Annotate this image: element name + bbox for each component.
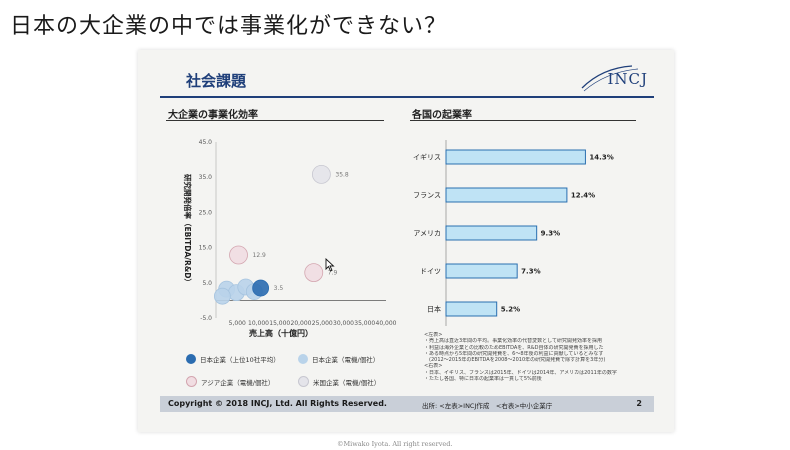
scatter-y-tick: -5.0 bbox=[200, 315, 212, 322]
right-section-title: 各国の起業率 bbox=[412, 110, 472, 121]
scatter-x-tick: 20,000 bbox=[291, 320, 312, 327]
footer-copyright: Copyright © 2018 INCJ, Ltd. All Rights R… bbox=[168, 399, 387, 408]
note-line: ・売上高は直近3年間の平均。事業化効率の代替変数として研究開発効率を採用 bbox=[424, 338, 603, 345]
legend-item-japan-top10: 日本企業（上位10社平均） bbox=[186, 354, 280, 364]
slide: 社会課題 INCJ 大企業の事業化効率 各国の起業率 45.0 35.0 25.0 1… bbox=[138, 50, 674, 432]
scatter-y-tick: 25.0 bbox=[199, 209, 213, 216]
page-title: 日本の大企業の中では事業化ができない？ bbox=[10, 14, 448, 39]
bar bbox=[445, 263, 518, 279]
slide-header-title: 社会課題 bbox=[186, 72, 247, 90]
scatter-point bbox=[304, 263, 324, 282]
bar-category-label: イギリス bbox=[413, 154, 441, 162]
legend-item-us: 米国企業（電機/個社） bbox=[298, 376, 380, 387]
legend-label: 日本企業（上位10社平均） bbox=[200, 356, 280, 364]
scatter-point-label: 35.8 bbox=[335, 171, 349, 178]
bar bbox=[445, 187, 568, 203]
legend-dot-japan-top10 bbox=[186, 354, 196, 364]
scatter-y-tick: 5.0 bbox=[202, 280, 212, 287]
bar bbox=[445, 225, 538, 241]
note-line: ・利益は海外企業との比較のためEBITDAを、R&D自体の研究開発費を採用した bbox=[424, 344, 604, 351]
bar-value-label: 9.3% bbox=[541, 230, 560, 238]
chart-notes: <左表> ・売上高は直近3年間の平均。事業化効率の代替変数として研究開発効率を採… bbox=[424, 332, 634, 382]
legend-label: アジア企業（電機/個社） bbox=[201, 378, 275, 387]
left-section-title: 大企業の事業化効率 bbox=[168, 110, 258, 121]
incj-logo-swoosh-icon bbox=[581, 65, 639, 92]
scatter-y-label: 研究開発倍率（EBITDA/R&D） bbox=[183, 174, 193, 286]
bar-value-label: 7.3% bbox=[521, 268, 540, 276]
bar-value-label: 12.4% bbox=[571, 192, 595, 200]
note-line: <左表> bbox=[424, 332, 443, 338]
right-section-divider bbox=[410, 120, 636, 121]
scatter-y-tick: 45.0 bbox=[199, 139, 213, 146]
legend-label: 米国企業（電機/個社） bbox=[313, 378, 381, 387]
scatter-point bbox=[213, 287, 231, 305]
legend-dot-us bbox=[298, 376, 309, 387]
mouse-pointer-icon bbox=[325, 258, 335, 272]
scatter-x-tick: 5,000 bbox=[229, 320, 246, 327]
bar-value-label: 14.3% bbox=[589, 154, 613, 162]
page-number: 2 bbox=[636, 399, 642, 408]
bar bbox=[445, 301, 498, 317]
scatter-x-tick: 35,000 bbox=[354, 320, 375, 327]
legend-label: 日本企業（電機/個社） bbox=[312, 356, 380, 364]
legend-item-asia: アジア企業（電機/個社） bbox=[186, 376, 274, 387]
scatter-point-label: 3.5 bbox=[274, 285, 284, 292]
scatter-point bbox=[229, 245, 248, 265]
slide-header: 社会課題 INCJ bbox=[160, 62, 654, 98]
bar-category-label: ドイツ bbox=[420, 268, 441, 276]
slide-footer: Copyright © 2018 INCJ, Ltd. All Rights R… bbox=[160, 396, 654, 412]
note-line: <右表> bbox=[424, 363, 443, 370]
scatter-x-tick: 30,000 bbox=[333, 320, 354, 327]
incj-logo-text: INCJ bbox=[607, 70, 648, 88]
scatter-point bbox=[252, 279, 270, 297]
note-line: ・ある時点から5年間の研究開発費を、6～8年後の利益に貢献しているとみなす bbox=[424, 350, 604, 357]
note-line: ・たたし各国、特に日本の起業率は一貫して5%前後 bbox=[424, 376, 542, 383]
legend-item-japan-each: 日本企業（電機/個社） bbox=[298, 354, 379, 364]
footer-source: 出所: <左表>INCJ作成 <右表>中小企業庁 bbox=[422, 402, 553, 410]
scatter-x-label: 売上高（十億円） bbox=[249, 328, 313, 338]
legend-dot-asia bbox=[186, 376, 197, 387]
bar-category-label: 日本 bbox=[427, 305, 441, 314]
scatter-y-tick: 15.0 bbox=[199, 245, 213, 252]
scatter-point bbox=[311, 164, 331, 184]
watermark: ©Miwako Iyota. All right reserved. bbox=[337, 440, 453, 448]
legend-dot-japan-each bbox=[298, 354, 308, 364]
charts-canvas: 45.0 35.0 25.0 15.0 5.0 -5.0 5,000 10,000 15,000… bbox=[183, 139, 614, 338]
note-line: (2012～2015年のEBITDAを2008～2010年の研究開発費で除す計算… bbox=[424, 357, 606, 364]
bar-category-label: フランス bbox=[413, 192, 441, 200]
note-line: ・日本、イギリス、フランスは2015年、ドイツは2014年、アメリカは2011年… bbox=[424, 369, 617, 376]
bar-value-label: 5.2% bbox=[501, 306, 520, 314]
scatter-x-tick: 40,000 bbox=[376, 320, 397, 327]
bar-category-label: アメリカ bbox=[413, 230, 441, 238]
scatter-point-label: 7.9 bbox=[328, 270, 338, 277]
scatter-point-label: 12.9 bbox=[253, 252, 267, 259]
scatter-x-tick: 10,000 bbox=[248, 320, 269, 327]
left-section-divider bbox=[166, 120, 384, 121]
scatter-x-tick: 15,000 bbox=[269, 320, 290, 327]
scatter-x-tick: 25,000 bbox=[312, 320, 333, 327]
bar bbox=[445, 149, 586, 165]
scatter-y-tick: 35.0 bbox=[199, 174, 213, 181]
